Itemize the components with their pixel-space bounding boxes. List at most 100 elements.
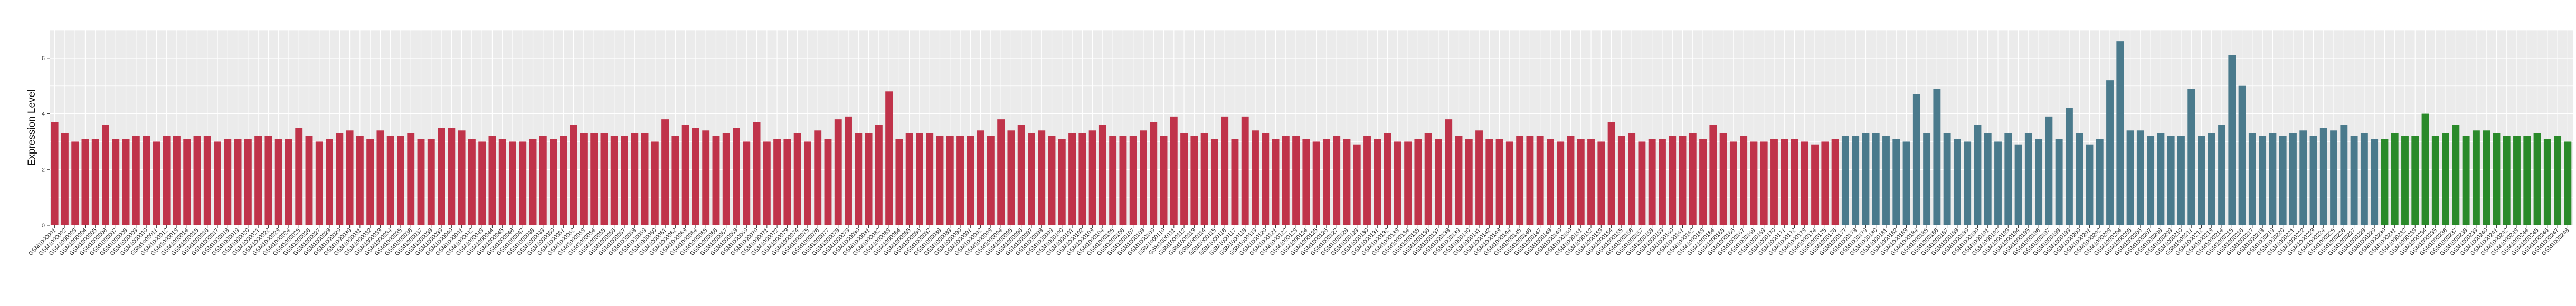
bar-GSM1000003 bbox=[71, 141, 79, 225]
bar-GSM1000189 bbox=[1964, 141, 1972, 225]
bar-GSM1000239 bbox=[2472, 130, 2480, 225]
bar-GSM1000002 bbox=[61, 133, 69, 225]
bar-GSM1000232 bbox=[2401, 136, 2409, 225]
bar-GSM1000107 bbox=[1129, 136, 1137, 225]
bar-GSM1000024 bbox=[285, 139, 292, 225]
bar-GSM1000180 bbox=[1872, 133, 1880, 225]
bar-GSM1000140 bbox=[1465, 139, 1473, 225]
bar-GSM1000226 bbox=[2340, 125, 2348, 225]
bar-GSM1000122 bbox=[1282, 136, 1290, 225]
bar-GSM1000126 bbox=[1322, 139, 1330, 225]
bar-GSM1000034 bbox=[386, 136, 394, 225]
bar-GSM1000155 bbox=[1617, 136, 1625, 225]
bar-GSM1000191 bbox=[1984, 133, 1992, 225]
bar-GSM1000015 bbox=[193, 136, 201, 225]
bar-GSM1000022 bbox=[264, 136, 272, 225]
bar-GSM1000208 bbox=[2157, 133, 2165, 225]
bar-GSM1000213 bbox=[2208, 133, 2215, 225]
bar-GSM1000184 bbox=[1912, 94, 1920, 225]
bar-GSM1000225 bbox=[2330, 130, 2337, 225]
bar-GSM1000084 bbox=[895, 139, 903, 225]
bar-GSM1000037 bbox=[417, 139, 425, 225]
bar-GSM1000089 bbox=[946, 136, 954, 225]
bar-GSM1000121 bbox=[1272, 139, 1280, 225]
bar-GSM1000181 bbox=[1882, 136, 1890, 225]
bar-GSM1000216 bbox=[2238, 85, 2246, 225]
bar-GSM1000077 bbox=[824, 139, 832, 225]
bar-GSM1000023 bbox=[274, 139, 282, 225]
bar-GSM1000092 bbox=[977, 130, 984, 225]
y-tick-label: 6 bbox=[42, 55, 45, 62]
bar-GSM1000247 bbox=[2554, 136, 2562, 225]
bar-GSM1000161 bbox=[1679, 136, 1687, 225]
bar-GSM1000168 bbox=[1750, 141, 1758, 225]
bar-GSM1000146 bbox=[1526, 136, 1534, 225]
bar-GSM1000064 bbox=[692, 128, 699, 225]
bar-GSM1000222 bbox=[2299, 130, 2307, 225]
bar-GSM1000045 bbox=[498, 139, 506, 225]
bar-GSM1000159 bbox=[1659, 139, 1666, 225]
bar-GSM1000032 bbox=[366, 139, 374, 225]
bar-GSM1000018 bbox=[224, 139, 232, 225]
bar-GSM1000129 bbox=[1353, 144, 1361, 225]
bar-GSM1000043 bbox=[478, 141, 486, 225]
bar-GSM1000166 bbox=[1729, 141, 1737, 225]
bar-GSM1000153 bbox=[1597, 141, 1605, 225]
bar-GSM1000030 bbox=[346, 130, 354, 225]
bar-GSM1000149 bbox=[1557, 141, 1565, 225]
bar-GSM1000105 bbox=[1109, 136, 1117, 225]
bar-GSM1000235 bbox=[2431, 136, 2439, 225]
bar-GSM1000132 bbox=[1384, 133, 1391, 225]
bar-GSM1000175 bbox=[1821, 141, 1829, 225]
bar-GSM1000116 bbox=[1221, 116, 1229, 225]
bar-GSM1000033 bbox=[376, 130, 384, 225]
bar-GSM1000117 bbox=[1231, 139, 1239, 225]
bar-GSM1000142 bbox=[1485, 139, 1493, 225]
bar-GSM1000131 bbox=[1374, 139, 1381, 225]
bar-GSM1000203 bbox=[2106, 80, 2114, 225]
bar-GSM1000052 bbox=[570, 125, 577, 225]
bar-GSM1000162 bbox=[1689, 133, 1697, 225]
bar-GSM1000115 bbox=[1210, 139, 1218, 225]
bar-GSM1000106 bbox=[1119, 136, 1127, 225]
bar-GSM1000057 bbox=[621, 136, 628, 225]
bar-GSM1000111 bbox=[1170, 116, 1178, 225]
bar-GSM1000209 bbox=[2167, 136, 2175, 225]
bar-GSM1000050 bbox=[550, 139, 557, 225]
bar-GSM1000125 bbox=[1312, 141, 1320, 225]
bar-GSM1000005 bbox=[91, 139, 99, 225]
bar-GSM1000008 bbox=[122, 139, 130, 225]
bar-GSM1000047 bbox=[519, 141, 527, 225]
y-tick-label: 0 bbox=[42, 223, 45, 229]
bar-GSM1000091 bbox=[967, 136, 974, 225]
bar-GSM1000141 bbox=[1475, 130, 1483, 225]
bar-GSM1000169 bbox=[1760, 141, 1768, 225]
bar-GSM1000055 bbox=[600, 133, 608, 225]
bar-GSM1000234 bbox=[2421, 113, 2429, 225]
bar-GSM1000013 bbox=[173, 136, 181, 225]
bar-GSM1000171 bbox=[1781, 139, 1788, 225]
bar-GSM1000240 bbox=[2483, 130, 2490, 225]
bar-GSM1000214 bbox=[2218, 125, 2225, 225]
bar-GSM1000151 bbox=[1577, 139, 1585, 225]
bar-GSM1000085 bbox=[905, 133, 913, 225]
bar-GSM1000104 bbox=[1098, 125, 1106, 225]
bar-GSM1000087 bbox=[926, 133, 934, 225]
bar-GSM1000172 bbox=[1791, 139, 1798, 225]
bar-GSM1000187 bbox=[1943, 133, 1951, 225]
bar-GSM1000150 bbox=[1567, 136, 1575, 225]
bar-GSM1000202 bbox=[2096, 139, 2104, 225]
bar-GSM1000010 bbox=[143, 136, 150, 225]
bar-GSM1000059 bbox=[641, 133, 649, 225]
bar-GSM1000245 bbox=[2533, 133, 2541, 225]
bar-GSM1000193 bbox=[2004, 133, 2012, 225]
y-tick-label: 4 bbox=[42, 111, 45, 118]
bar-GSM1000063 bbox=[681, 125, 689, 225]
bar-GSM1000219 bbox=[2269, 133, 2277, 225]
bar-GSM1000157 bbox=[1638, 141, 1646, 225]
bar-GSM1000012 bbox=[163, 136, 171, 225]
bar-GSM1000211 bbox=[2187, 89, 2195, 225]
bar-GSM1000128 bbox=[1343, 139, 1351, 225]
bar-GSM1000095 bbox=[1007, 130, 1015, 225]
